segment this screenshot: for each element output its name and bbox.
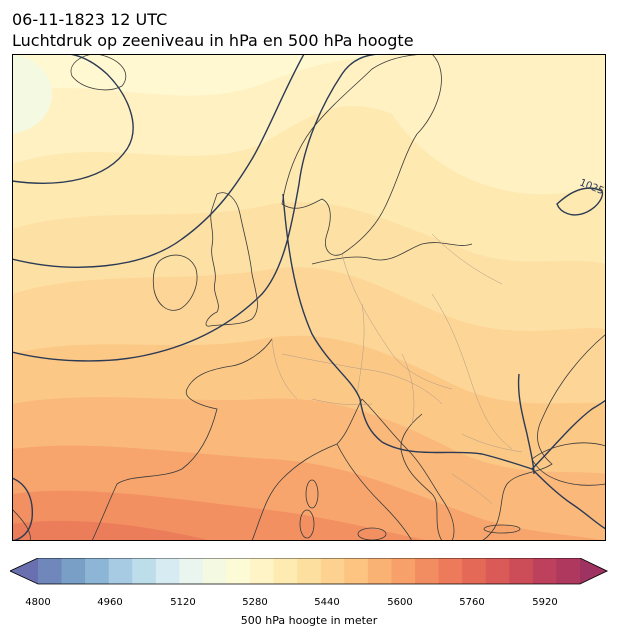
isobars: [12, 54, 606, 541]
colorbar-tick: 5280: [242, 597, 268, 608]
colorbar-segment: [391, 558, 416, 584]
colorbar-extend-low: [10, 558, 38, 584]
isobar: [12, 54, 383, 362]
colorbar-segment: [38, 558, 63, 584]
colorbar-tick: 5600: [387, 597, 413, 608]
colorbar-outline: [10, 558, 608, 585]
isobar: [517, 373, 535, 475]
colorbar-tick: 4800: [25, 597, 51, 608]
isobar-high: [556, 187, 604, 216]
colorbar-segment: [179, 558, 204, 584]
colorbar-tick: 4960: [97, 597, 123, 608]
colorbar-segment: [415, 558, 440, 584]
colorbar-segment: [532, 558, 557, 584]
weather-map: 1025: [12, 54, 606, 541]
map-title: Luchtdruk op zeeniveau in hPa en 500 hPa…: [12, 31, 414, 50]
colorbar-segment: [61, 558, 86, 584]
colorbar-segment: [344, 558, 369, 584]
colorbar-tick: 5760: [459, 597, 485, 608]
map-frame: [12, 54, 606, 541]
colorbar-extend-high: [580, 558, 608, 584]
colorbar-segment: [509, 558, 534, 584]
colorbar-segment: [108, 558, 133, 584]
isobar: [282, 193, 533, 470]
colorbar-segment: [155, 558, 180, 584]
colorbar-tick: 5920: [532, 597, 558, 608]
colorbar-segment: [273, 558, 298, 584]
isobar: [12, 54, 134, 184]
colorbar-tick: 5120: [170, 597, 196, 608]
colorbar-segment: [485, 558, 510, 584]
colorbar-segment: [462, 558, 487, 584]
colorbar-segment: [250, 558, 275, 584]
isobar: [531, 399, 606, 470]
colorbar: [10, 558, 608, 585]
isobar: [12, 477, 34, 541]
colorbar-segment: [556, 558, 581, 584]
colorbar-segment: [85, 558, 110, 584]
colorbar-segment: [132, 558, 157, 584]
map-valid-time: 06-11-1823 12 UTC: [12, 10, 168, 29]
colorbar-segment: [320, 558, 345, 584]
isobar: [12, 54, 305, 268]
colorbar-tick: 5440: [314, 597, 340, 608]
colorbar-segment: [438, 558, 463, 584]
height-field: [12, 54, 606, 541]
colorbar-segment: [367, 558, 392, 584]
colorbar-label: 500 hPa hoogte in meter: [240, 614, 378, 627]
colorbar-segment: [202, 558, 228, 584]
coastlines: [12, 54, 606, 541]
isobar: [531, 468, 606, 530]
colorbar-segment: [297, 558, 322, 584]
colorbar-segment: [226, 558, 251, 584]
